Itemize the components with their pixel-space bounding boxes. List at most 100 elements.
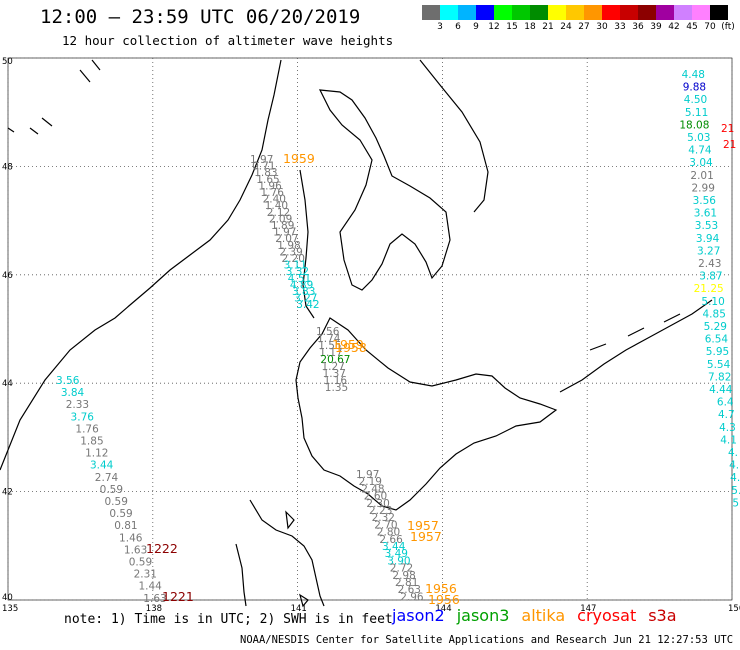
legend-label: 21 (542, 22, 554, 32)
legend-swatch (692, 5, 710, 20)
map-subtitle: 12 hour collection of altimeter wave hei… (62, 33, 394, 48)
wave-height-label: 2.01 (690, 170, 713, 182)
coastline-islands-northwest (7, 59, 101, 135)
latitude-label: 46 (2, 271, 13, 281)
wave-height-label: 1.16 (324, 375, 348, 387)
coastline-sakhalin-northeast (419, 59, 489, 213)
wave-height-label: 2.96 (400, 591, 424, 603)
wave-height-label: 3.27 (697, 245, 720, 257)
wave-height-label: 3.56 (693, 195, 717, 207)
legend-swatch (620, 5, 638, 20)
coastline-sakhalin (318, 89, 451, 291)
legend-label: 15 (506, 22, 518, 32)
mission-jason2: jason2 (392, 606, 445, 625)
coastline (0, 59, 713, 608)
wave-height-label: 1.40 (265, 200, 288, 212)
wave-height-label: 2.09 (269, 213, 292, 225)
legend-swatch (530, 5, 548, 20)
footnote: note: 1) Time is in UTC; 2) SWH is in fe… (64, 612, 393, 627)
latitude-label: 40 (2, 593, 13, 603)
legend-color-bar (422, 5, 728, 20)
wave-height-label: 5.54 (707, 359, 731, 371)
latitude-label: 48 (2, 162, 13, 172)
longitude-label: 147 (580, 604, 596, 614)
wave-height-label: 1.76 (75, 423, 99, 435)
legend-swatch (440, 5, 458, 20)
wave-height-label: 2.81 (395, 577, 418, 589)
wave-height-label: 2.99 (692, 182, 715, 194)
wave-height-label: 4.48 (682, 69, 705, 81)
wave-height-label: 0.59 (109, 508, 132, 520)
pass-time-label: 1958 (335, 340, 367, 355)
latitude-label: 50 (2, 57, 13, 67)
wave-height-label: 3.61 (694, 208, 717, 220)
wave-height-label: 18.08 (679, 119, 709, 131)
legend-swatch (476, 5, 494, 20)
wave-height-label: 3.53 (695, 220, 718, 232)
legend-swatch (584, 5, 602, 20)
mission-legend: jason2 jason3 altika cryosat s3a (392, 606, 689, 625)
longitude-label: 141 (291, 604, 307, 614)
wave-height-label: 4.44 (709, 384, 733, 396)
legend-labels: 3 6 9 12 15 18 21 24 27 30 33 36 39 42 45 70 (ft) (422, 20, 735, 34)
legend-label: 9 (473, 22, 479, 32)
wave-height-label: 2.07 (275, 233, 298, 245)
legend-swatch (710, 5, 728, 20)
wave-height-label: 1.83 (254, 167, 277, 179)
wave-height-label: 2.70 (374, 519, 397, 531)
wave-height-label: 2.40 (263, 194, 286, 206)
wave-height-label: 2.60 (364, 491, 387, 503)
coastline-island-south (299, 593, 309, 608)
legend-swatch (656, 5, 674, 20)
wave-height-label: 2.20 (282, 253, 305, 265)
wave-height-label: 1.17 (319, 347, 342, 359)
legend-label: 30 (596, 22, 608, 32)
wave-height-label: 3.27 (294, 293, 317, 305)
wave-height-label: 3.83 (292, 286, 315, 298)
wave-height-label: 2.98 (392, 570, 415, 582)
wave-height-label: 9.88 (683, 82, 706, 94)
legend-swatch (602, 5, 620, 20)
wave-height-label: 4.50 (684, 94, 707, 106)
wave-height-label: 21.25 (694, 283, 724, 295)
wave-height-label: 1.97 (250, 154, 273, 166)
wave-height-label: 1.65 (256, 174, 279, 186)
pass-time-label: 1959 (332, 337, 364, 352)
wave-height-label: 2.23 (369, 505, 392, 517)
color-legend: 3 6 9 12 15 18 21 24 27 30 33 36 39 42 45 70 (ft) (422, 5, 735, 34)
wave-height-label: 1.96 (258, 180, 282, 192)
legend-swatch (674, 5, 692, 20)
mission-s3a: s3a (648, 606, 677, 625)
wave-height-label: 6.4 (717, 397, 734, 409)
wave-height-label: 2.31 (134, 569, 157, 581)
legend-swatch (422, 5, 440, 20)
legend-label: 36 (632, 22, 644, 32)
wave-height-label: 1.35 (325, 382, 348, 394)
pass-time-label: 1956 (428, 592, 460, 607)
pass-time-label: 1221 (162, 589, 194, 604)
wave-height-label: 2.63 (398, 584, 421, 596)
wave-height-label: 4.1 (720, 434, 737, 446)
longitude-label: 144 (435, 604, 451, 614)
wave-height-label: 1.27 (322, 361, 345, 373)
map-frame (7, 57, 733, 601)
wave-height-label: 3.42 (296, 299, 319, 311)
wave-height-label: 3.11 (284, 260, 307, 272)
wave-height-label: 2.66 (379, 534, 403, 546)
wave-height-label: 3.76 (71, 411, 95, 423)
wave-height-label: 1.89 (271, 220, 294, 232)
wave-height-values: 3.563.842.333.761.761.851.123.442.740.59… (56, 69, 740, 605)
wave-height-label: 21 (721, 123, 734, 135)
wave-height-label: 4.3 (719, 422, 736, 434)
wave-height-label: 1.63 (143, 593, 166, 605)
wave-height-label: 2.33 (66, 399, 89, 411)
wave-height-label: 5.11 (685, 107, 708, 119)
wave-height-label: 5.03 (687, 132, 710, 144)
wave-height-label: 5.29 (704, 321, 727, 333)
wave-height-label: 3.90 (387, 555, 410, 567)
pass-time-label: 1959 (283, 151, 315, 166)
wave-height-label: 1.56 (316, 326, 340, 338)
wave-height-label: 3.56 (56, 375, 80, 387)
pass-time-label: 1956 (425, 581, 457, 596)
legend-swatch (638, 5, 656, 20)
